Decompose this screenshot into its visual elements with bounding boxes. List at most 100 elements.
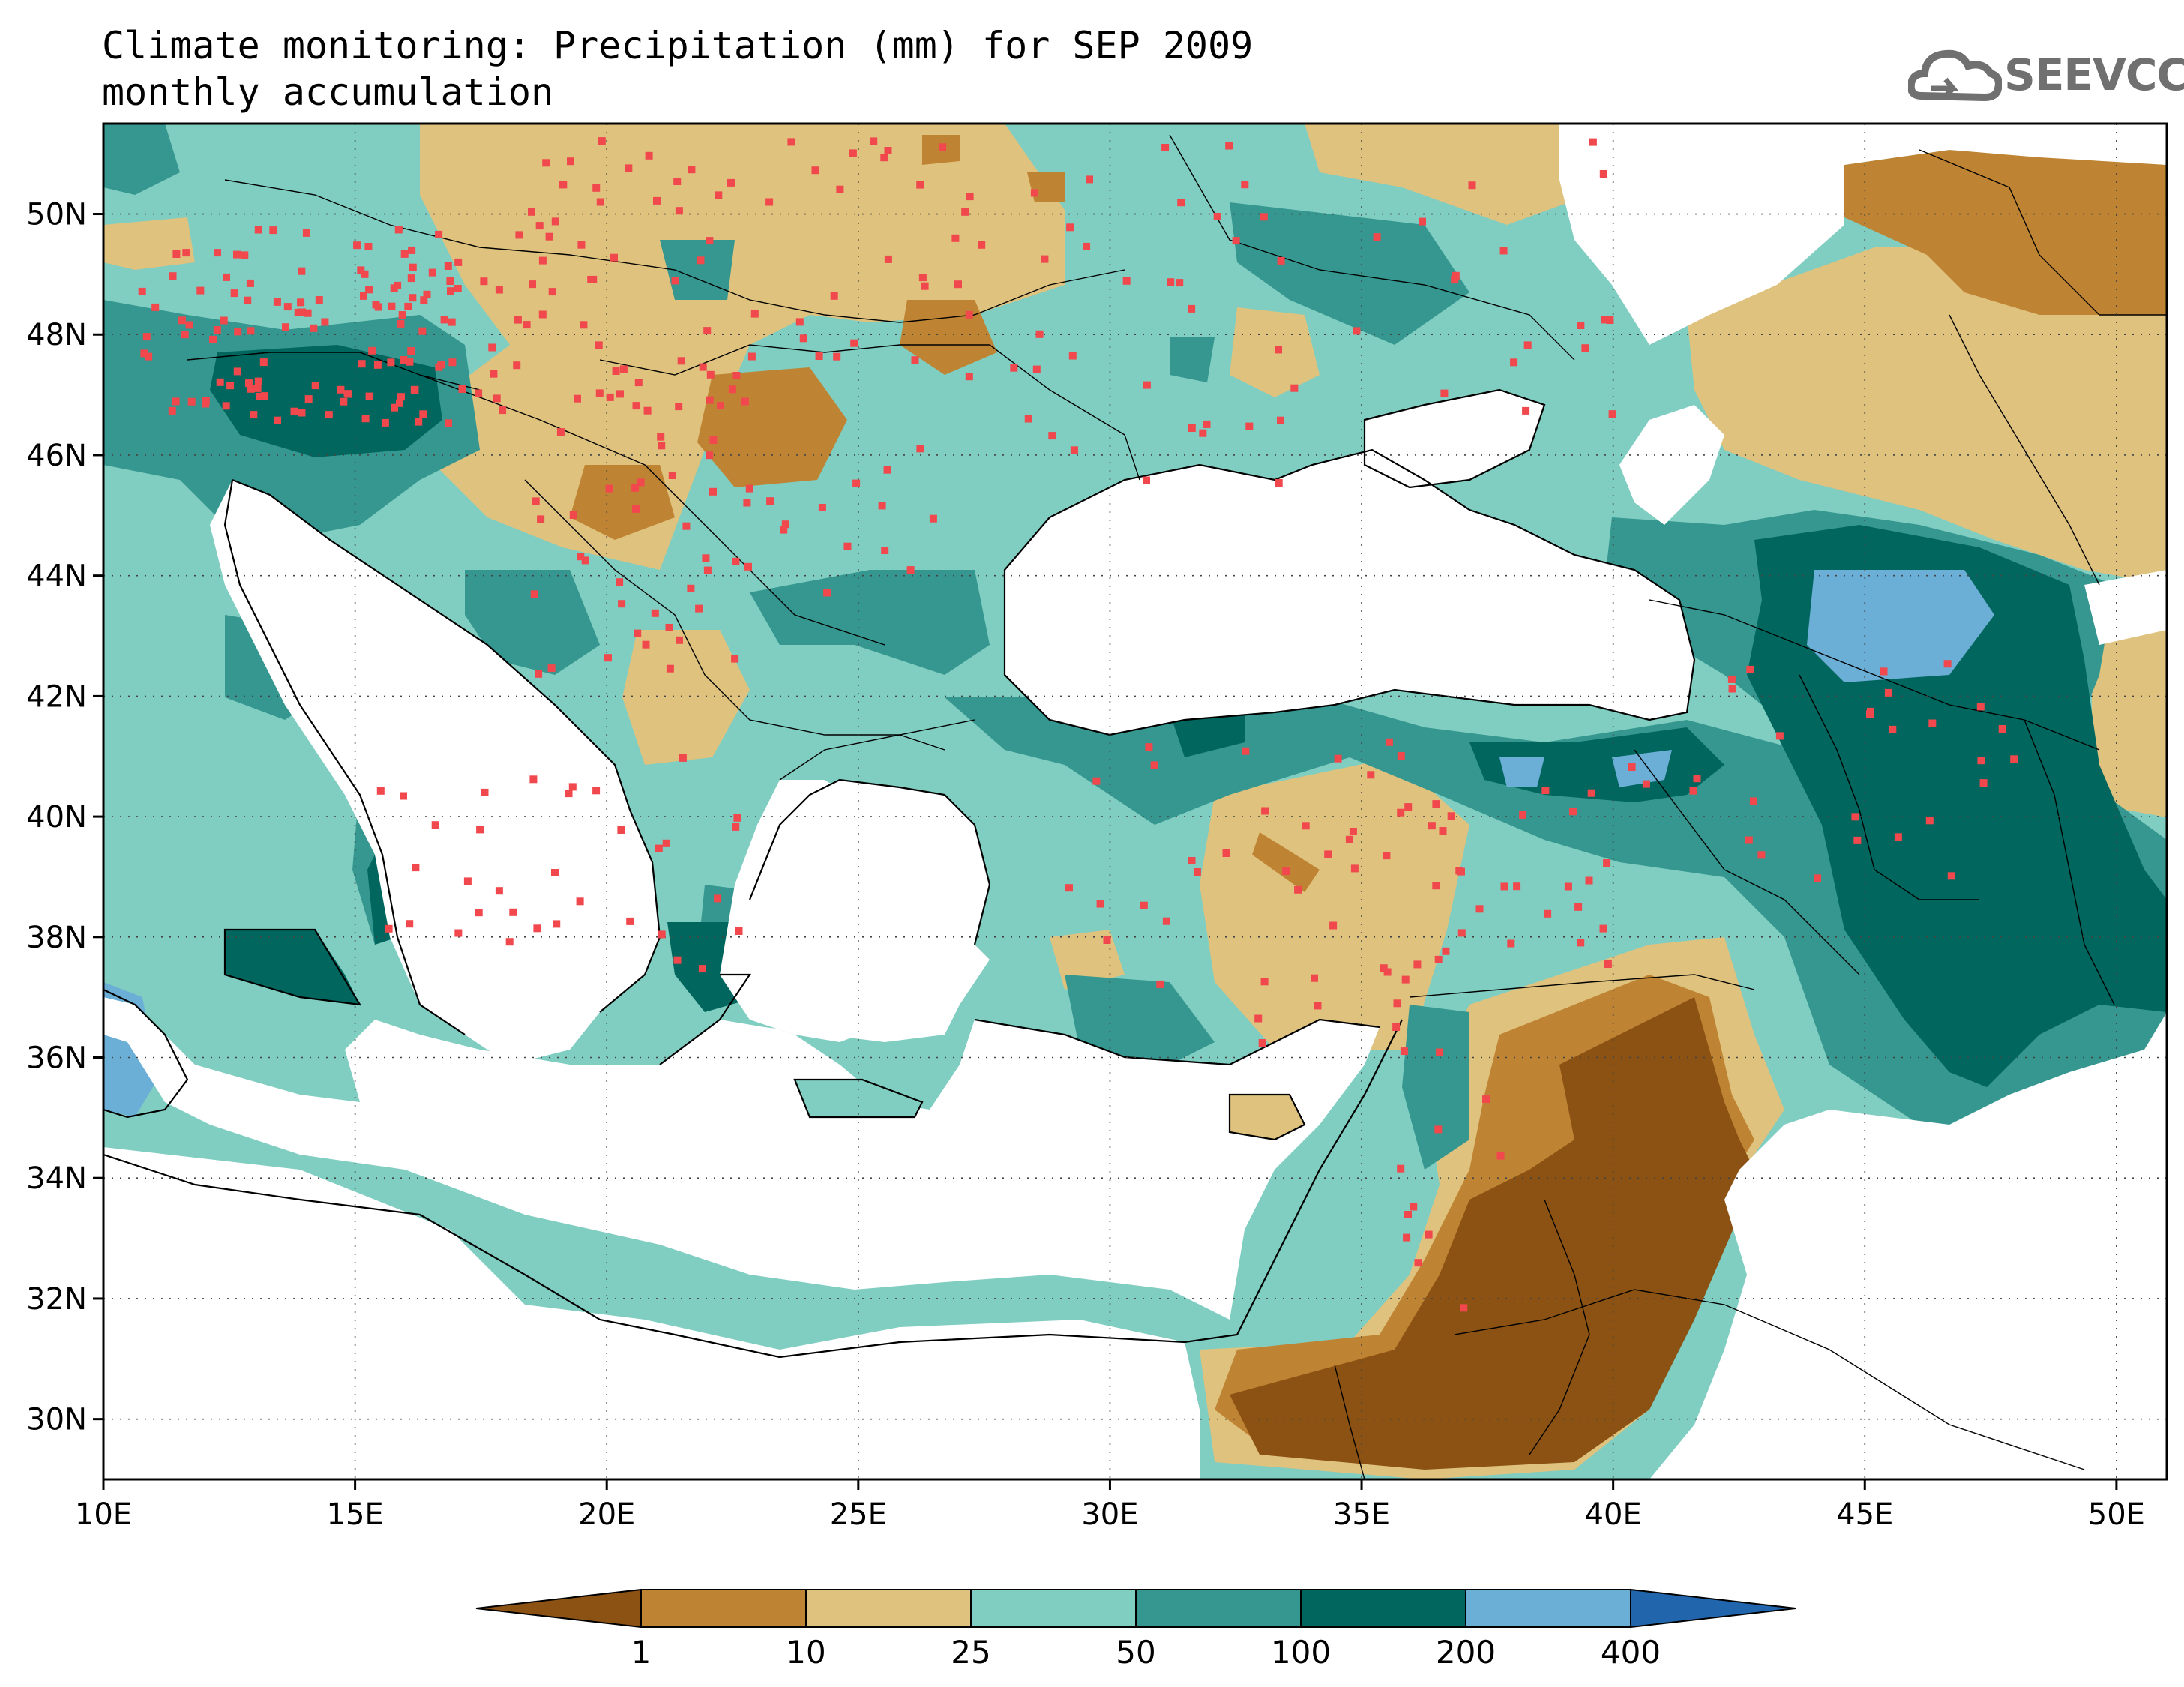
station-marker xyxy=(1010,364,1018,372)
station-marker xyxy=(1401,975,1410,984)
station-marker xyxy=(604,654,612,662)
station-marker xyxy=(929,514,937,523)
station-marker xyxy=(435,230,443,238)
station-marker xyxy=(223,273,230,281)
station-marker xyxy=(408,246,416,254)
station-marker xyxy=(1442,947,1450,955)
lon-tick-label: 10E xyxy=(75,1497,132,1532)
field-100-200 xyxy=(210,345,442,457)
station-marker xyxy=(495,286,503,294)
station-marker xyxy=(732,823,740,831)
field-below-1 xyxy=(1230,997,1754,1470)
station-marker xyxy=(247,327,255,335)
station-marker xyxy=(1314,1002,1322,1010)
station-marker xyxy=(385,924,393,933)
sea-of-azov xyxy=(1365,390,1544,487)
station-marker xyxy=(1513,882,1521,891)
station-marker xyxy=(407,274,415,283)
station-marker xyxy=(1380,964,1388,972)
station-marker xyxy=(315,296,323,304)
station-marker xyxy=(676,636,683,644)
station-marker xyxy=(1404,1211,1412,1218)
station-marker xyxy=(1434,955,1443,963)
station-marker xyxy=(475,389,483,397)
station-marker xyxy=(1162,917,1170,925)
station-marker xyxy=(1225,142,1233,150)
lat-tick-label: 32N xyxy=(26,1282,87,1317)
station-marker xyxy=(619,365,628,373)
station-marker xyxy=(668,472,676,479)
station-marker xyxy=(1853,836,1862,844)
station-marker xyxy=(537,515,545,523)
station-marker xyxy=(1086,175,1093,184)
station-marker xyxy=(1749,797,1757,805)
station-marker xyxy=(706,237,714,245)
station-marker xyxy=(675,207,683,215)
station-marker xyxy=(606,393,614,401)
station-marker xyxy=(448,358,457,367)
station-marker xyxy=(706,396,714,404)
station-marker xyxy=(744,562,752,571)
station-marker xyxy=(415,418,423,426)
station-marker xyxy=(1851,813,1859,821)
station-marker xyxy=(2010,755,2018,763)
station-marker xyxy=(732,372,741,379)
station-marker xyxy=(1434,1125,1443,1134)
station-marker xyxy=(596,198,604,206)
station-marker xyxy=(365,392,373,400)
station-marker xyxy=(535,222,544,230)
station-marker xyxy=(1606,316,1614,324)
colorbar-segment xyxy=(805,1589,972,1628)
station-marker xyxy=(1261,807,1269,815)
station-marker xyxy=(1188,424,1196,432)
station-marker xyxy=(419,410,427,418)
station-marker xyxy=(1413,960,1422,969)
colorbar-label: 200 xyxy=(1436,1634,1496,1671)
station-marker xyxy=(172,397,180,406)
station-marker xyxy=(823,589,831,597)
station-marker xyxy=(220,316,228,325)
station-marker xyxy=(1414,1259,1422,1267)
station-marker xyxy=(259,358,268,367)
station-marker xyxy=(409,263,417,271)
station-marker xyxy=(397,319,405,328)
station-marker xyxy=(400,250,409,258)
station-marker xyxy=(1329,921,1338,930)
station-marker xyxy=(528,208,535,216)
station-marker xyxy=(688,166,696,174)
station-marker xyxy=(625,164,633,172)
station-marker xyxy=(1599,170,1607,178)
station-marker xyxy=(1030,189,1038,197)
station-marker xyxy=(1455,867,1463,875)
field-200-400 xyxy=(1807,570,1994,682)
colorbar: 1 10 25 50 100 200 400 xyxy=(475,1588,1796,1671)
station-marker xyxy=(1068,352,1077,360)
station-marker xyxy=(1258,1039,1266,1047)
station-marker xyxy=(1066,223,1074,232)
station-marker xyxy=(881,547,889,554)
station-marker xyxy=(1496,1152,1505,1160)
lat-tick-label: 44N xyxy=(26,559,87,594)
station-marker xyxy=(632,505,640,513)
station-marker xyxy=(653,196,661,205)
station-marker xyxy=(1510,358,1518,367)
station-marker xyxy=(1977,757,1985,765)
station-marker xyxy=(634,629,642,637)
station-marker xyxy=(245,379,253,388)
station-marker xyxy=(545,232,553,241)
station-marker xyxy=(884,147,892,154)
station-marker xyxy=(273,298,281,306)
station-marker xyxy=(631,484,640,492)
title-line-1: Climate monitoring: Precipitation (mm) f… xyxy=(102,24,1254,67)
station-marker xyxy=(605,484,613,493)
station-marker xyxy=(939,143,947,151)
station-marker xyxy=(673,178,682,185)
station-marker xyxy=(515,231,523,239)
station-marker xyxy=(1468,181,1476,190)
station-marker xyxy=(1367,771,1375,779)
station-marker xyxy=(731,655,739,663)
station-marker xyxy=(1432,800,1440,808)
black-sea xyxy=(1005,450,1694,735)
station-marker xyxy=(1324,850,1332,858)
lat-tick-label: 34N xyxy=(26,1161,87,1196)
